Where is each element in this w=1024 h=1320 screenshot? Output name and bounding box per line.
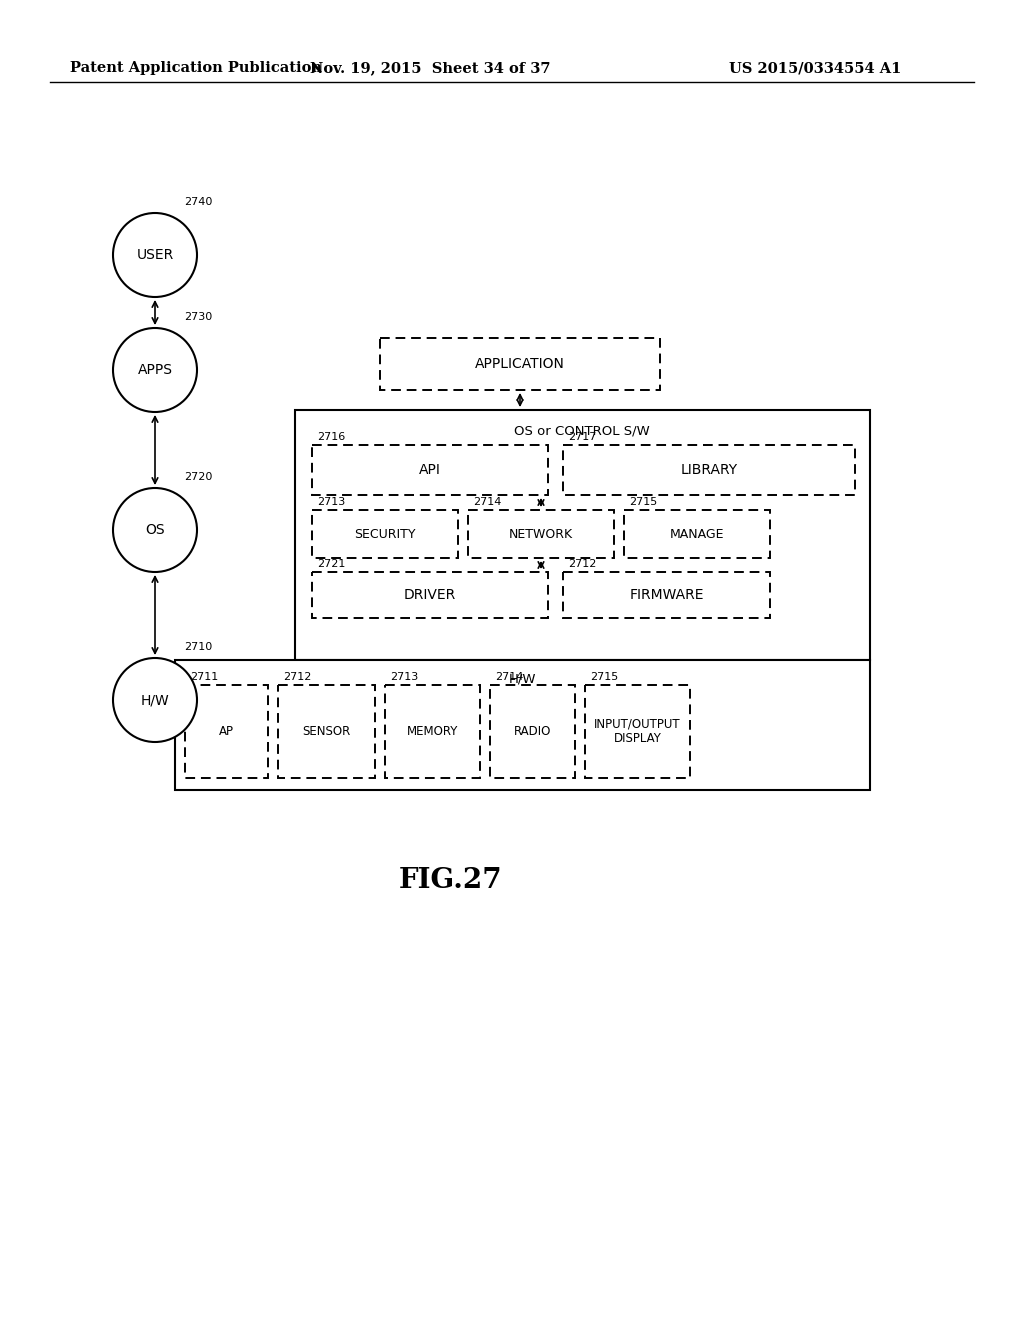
Bar: [380, 338, 660, 389]
Bar: [278, 685, 375, 777]
Bar: [563, 445, 855, 495]
Text: MEMORY: MEMORY: [407, 725, 458, 738]
Bar: [624, 510, 770, 558]
Text: APPS: APPS: [137, 363, 172, 378]
Text: 2712: 2712: [283, 672, 311, 682]
Text: NETWORK: NETWORK: [509, 528, 573, 540]
Text: 2714: 2714: [473, 498, 502, 507]
Text: INPUT/OUTPUT
DISPLAY: INPUT/OUTPUT DISPLAY: [594, 718, 681, 746]
Bar: [312, 510, 458, 558]
Text: OS or CONTROL S/W: OS or CONTROL S/W: [514, 425, 650, 438]
Text: H/W: H/W: [508, 672, 536, 685]
Text: APPLICATION: APPLICATION: [475, 356, 565, 371]
Bar: [295, 411, 870, 660]
Bar: [175, 660, 870, 789]
Text: 2710: 2710: [184, 642, 213, 652]
Text: USER: USER: [136, 248, 174, 261]
Text: H/W: H/W: [140, 693, 169, 708]
Text: OS: OS: [145, 523, 165, 537]
Text: SENSOR: SENSOR: [302, 725, 350, 738]
Text: 2720: 2720: [184, 471, 213, 482]
Circle shape: [113, 327, 197, 412]
Circle shape: [113, 657, 197, 742]
Text: 2713: 2713: [317, 498, 345, 507]
Text: FIRMWARE: FIRMWARE: [630, 587, 703, 602]
Text: 2716: 2716: [317, 432, 345, 442]
Text: RADIO: RADIO: [514, 725, 551, 738]
Bar: [312, 572, 548, 618]
Bar: [312, 445, 548, 495]
Text: API: API: [419, 463, 441, 477]
Bar: [490, 685, 575, 777]
Bar: [585, 685, 690, 777]
Text: 2715: 2715: [629, 498, 657, 507]
Circle shape: [113, 213, 197, 297]
Text: LIBRARY: LIBRARY: [680, 463, 737, 477]
Bar: [185, 685, 268, 777]
Text: 2711: 2711: [190, 672, 218, 682]
Text: FIG.27: FIG.27: [398, 866, 503, 894]
Text: 2712: 2712: [568, 558, 596, 569]
Bar: [563, 572, 770, 618]
Text: 2740: 2740: [184, 197, 213, 207]
Text: US 2015/0334554 A1: US 2015/0334554 A1: [729, 61, 901, 75]
Text: 2721: 2721: [317, 558, 345, 569]
Text: 2713: 2713: [390, 672, 418, 682]
Text: 2714: 2714: [495, 672, 523, 682]
Bar: [468, 510, 614, 558]
Text: DRIVER: DRIVER: [403, 587, 456, 602]
Text: Patent Application Publication: Patent Application Publication: [70, 61, 322, 75]
Text: AP: AP: [219, 725, 234, 738]
Text: Nov. 19, 2015  Sheet 34 of 37: Nov. 19, 2015 Sheet 34 of 37: [310, 61, 550, 75]
Bar: [385, 685, 480, 777]
Text: 2715: 2715: [590, 672, 618, 682]
Text: 2730: 2730: [184, 312, 213, 322]
Text: SECURITY: SECURITY: [354, 528, 416, 540]
Text: MANAGE: MANAGE: [670, 528, 724, 540]
Circle shape: [113, 488, 197, 572]
Text: 2717: 2717: [568, 432, 596, 442]
